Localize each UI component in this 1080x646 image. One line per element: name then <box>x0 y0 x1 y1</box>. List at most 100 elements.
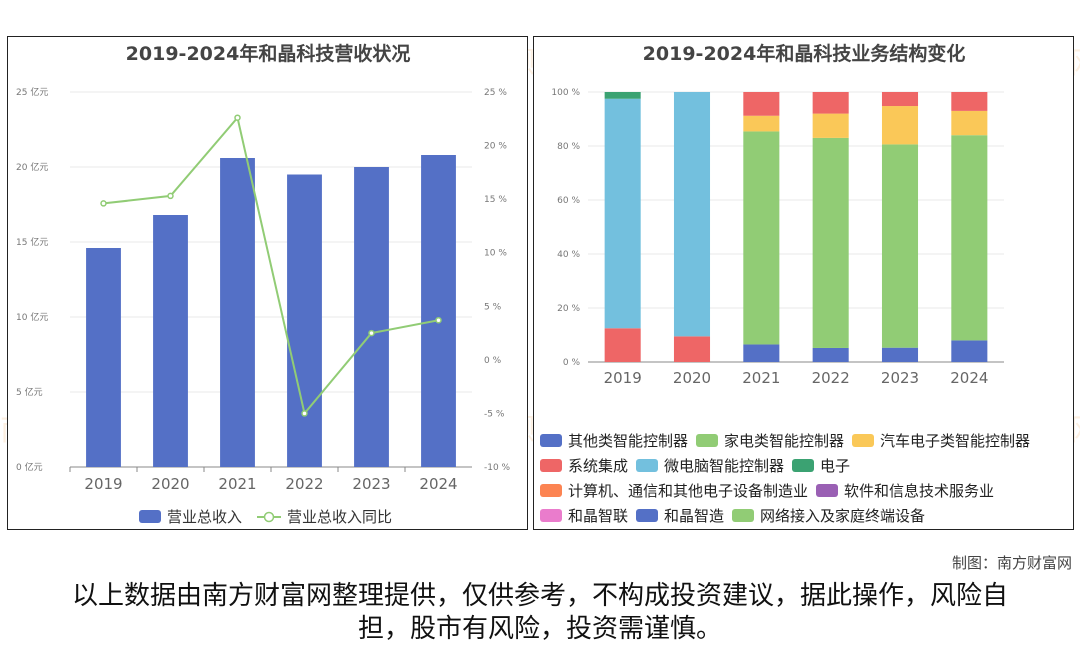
yoy-point <box>301 410 308 417</box>
legend-swatch <box>696 434 719 447</box>
legend-item: 微电脑智能控制器 <box>636 455 784 476</box>
revenue-bar <box>421 155 456 467</box>
legend-label: 软件和信息技术服务业 <box>844 482 995 500</box>
legend-swatch <box>732 509 755 522</box>
stacked-segment <box>604 92 641 99</box>
x-axis-tick-label: 2024 <box>950 369 988 387</box>
y-axis-tick-label: 20 % <box>557 304 580 314</box>
yoy-point <box>234 114 241 121</box>
revenue-bar <box>86 248 121 467</box>
legend-label: 微电脑智能控制器 <box>664 457 785 475</box>
revenue-chart: 2019-2024年和晶科技营收状况 0 亿元 5 亿元 10 亿元 15 亿元 20 亿… <box>16 42 511 526</box>
left-axis-tick-label: 15 亿元 <box>16 236 48 248</box>
left-axis-tick-label: 0 亿元 <box>16 461 43 473</box>
y-axis-tick-label: 0 % <box>563 358 581 368</box>
legend-swatch <box>540 509 562 522</box>
legend-row: 系统集成 微电脑智能控制器 电子 <box>540 455 1075 480</box>
right-axis-tick-label: -10 % <box>484 463 511 473</box>
left-axis-tick-label: 25 亿元 <box>16 86 48 98</box>
revenue-bar <box>354 167 389 467</box>
stacked-segment <box>812 92 849 114</box>
right-axis-tick-label: 15 % <box>484 195 507 205</box>
legend-item: 家电类智能控制器 <box>696 430 844 451</box>
stacked-segment <box>951 110 988 136</box>
legend-item: 网络接入及家庭终端设备 <box>732 505 925 526</box>
yoy-line <box>103 115 439 416</box>
legend-item: 软件和信息技术服务业 <box>816 480 994 501</box>
x-axis-tick-label: 2021 <box>218 475 256 493</box>
left-axis-tick-label: 5 亿元 <box>16 386 43 398</box>
right-axis-tick-label: 20 % <box>484 142 507 152</box>
legend-row: 和晶智联 和晶智造 网络接入及家庭终端设备 <box>540 505 1075 530</box>
legend-label: 营业总收入同比 <box>287 508 392 526</box>
right-axis-tick-label: 25 % <box>484 88 507 98</box>
legend-item: 计算机、通信和其他电子设备制造业 <box>540 480 808 501</box>
stacked-segment <box>881 144 919 348</box>
legend-label: 营业总收入 <box>167 508 242 526</box>
stacked-segment <box>743 344 780 362</box>
stacked-segment <box>951 340 988 362</box>
legend-swatch <box>540 459 562 472</box>
yoy-point <box>167 192 174 200</box>
stacked-segment <box>673 92 711 337</box>
legend-swatch-bar <box>139 510 161 523</box>
legend-swatch <box>792 459 815 472</box>
legend-swatch <box>540 484 562 497</box>
business-structure-legend: 其他类智能控制器 家电类智能控制器 汽车电子类智能控制器系统集成 微电脑智能控制器 电子… <box>540 430 1075 530</box>
x-axis-tick-label: 2020 <box>151 475 189 493</box>
stacked-segment <box>881 347 919 362</box>
left-axis-tick-label: 20 亿元 <box>16 161 48 173</box>
legend-item: 和晶智造 <box>636 505 724 526</box>
legend-swatch <box>636 459 659 472</box>
stacked-segment <box>951 135 988 341</box>
revenue-bar <box>287 174 322 467</box>
left-axis-tick-label: 10 亿元 <box>16 311 48 323</box>
legend-item: 系统集成 <box>540 455 628 476</box>
legend-row: 其他类智能控制器 家电类智能控制器 汽车电子类智能控制器 <box>540 430 1075 455</box>
x-axis-tick-label: 2019 <box>84 475 122 493</box>
stacked-segment <box>881 106 919 145</box>
x-axis-tick-label: 2021 <box>742 369 780 387</box>
legend-label: 电子 <box>820 457 851 475</box>
legend-label: 网络接入及家庭终端设备 <box>760 507 926 525</box>
x-axis-tick-label: 2020 <box>673 369 711 387</box>
legend-row: 计算机、通信和其他电子设备制造业 软件和信息技术服务业 <box>540 480 1075 505</box>
legend-label: 和晶智联 <box>568 507 629 525</box>
x-axis-tick-label: 2023 <box>881 369 919 387</box>
disclaimer-text: 以上数据由南方财富网整理提供，仅供参考，不构成投资建议，据此操作，风险自担，股市… <box>71 581 1008 644</box>
legend-swatch <box>816 484 839 497</box>
y-axis-tick-label: 80 % <box>557 142 580 152</box>
legend-label: 系统集成 <box>568 457 629 475</box>
legend-label: 和晶智造 <box>664 507 725 525</box>
stacked-segment <box>881 92 919 107</box>
stacked-segment <box>812 113 849 138</box>
legend-item: 其他类智能控制器 <box>540 430 688 451</box>
x-axis-tick-label: 2022 <box>812 369 850 387</box>
legend-label: 计算机、通信和其他电子设备制造业 <box>568 482 809 500</box>
revenue-bar <box>220 158 255 467</box>
legend-item: 和晶智联 <box>540 505 628 526</box>
x-axis-tick-label: 2019 <box>604 369 642 387</box>
yoy-point <box>435 316 442 324</box>
business-structure-chart-panel: 2019-2024年和晶科技业务结构变化 0 % 20 % 40 % 60 % 80 % 1… <box>533 36 1074 530</box>
stacked-segment <box>812 347 849 362</box>
business-structure-chart: 2019-2024年和晶科技业务结构变化 0 % 20 % 40 % 60 % 80 % 1… <box>551 42 1004 387</box>
x-axis-tick-label: 2024 <box>419 475 457 493</box>
legend-item: 电子 <box>792 455 850 476</box>
stacked-segment <box>604 328 641 362</box>
stacked-segment <box>604 98 641 329</box>
legend-label: 汽车电子类智能控制器 <box>880 432 1031 450</box>
x-axis-tick-label: 2023 <box>352 475 390 493</box>
legend-swatch-point <box>263 511 275 523</box>
legend-swatch <box>852 434 875 447</box>
legend-swatch <box>540 434 562 447</box>
stacked-segment <box>673 336 711 362</box>
chart-credit: 制图：南方财富网 <box>951 554 1072 572</box>
x-axis-tick-label: 2022 <box>285 475 323 493</box>
y-axis-tick-label: 100 % <box>551 88 580 98</box>
legend-label: 家电类智能控制器 <box>724 432 845 450</box>
legend-item: 汽车电子类智能控制器 <box>852 430 1030 451</box>
stacked-segment <box>743 115 780 132</box>
right-axis-tick-label: 10 % <box>484 249 507 259</box>
stacked-segment <box>812 137 849 348</box>
